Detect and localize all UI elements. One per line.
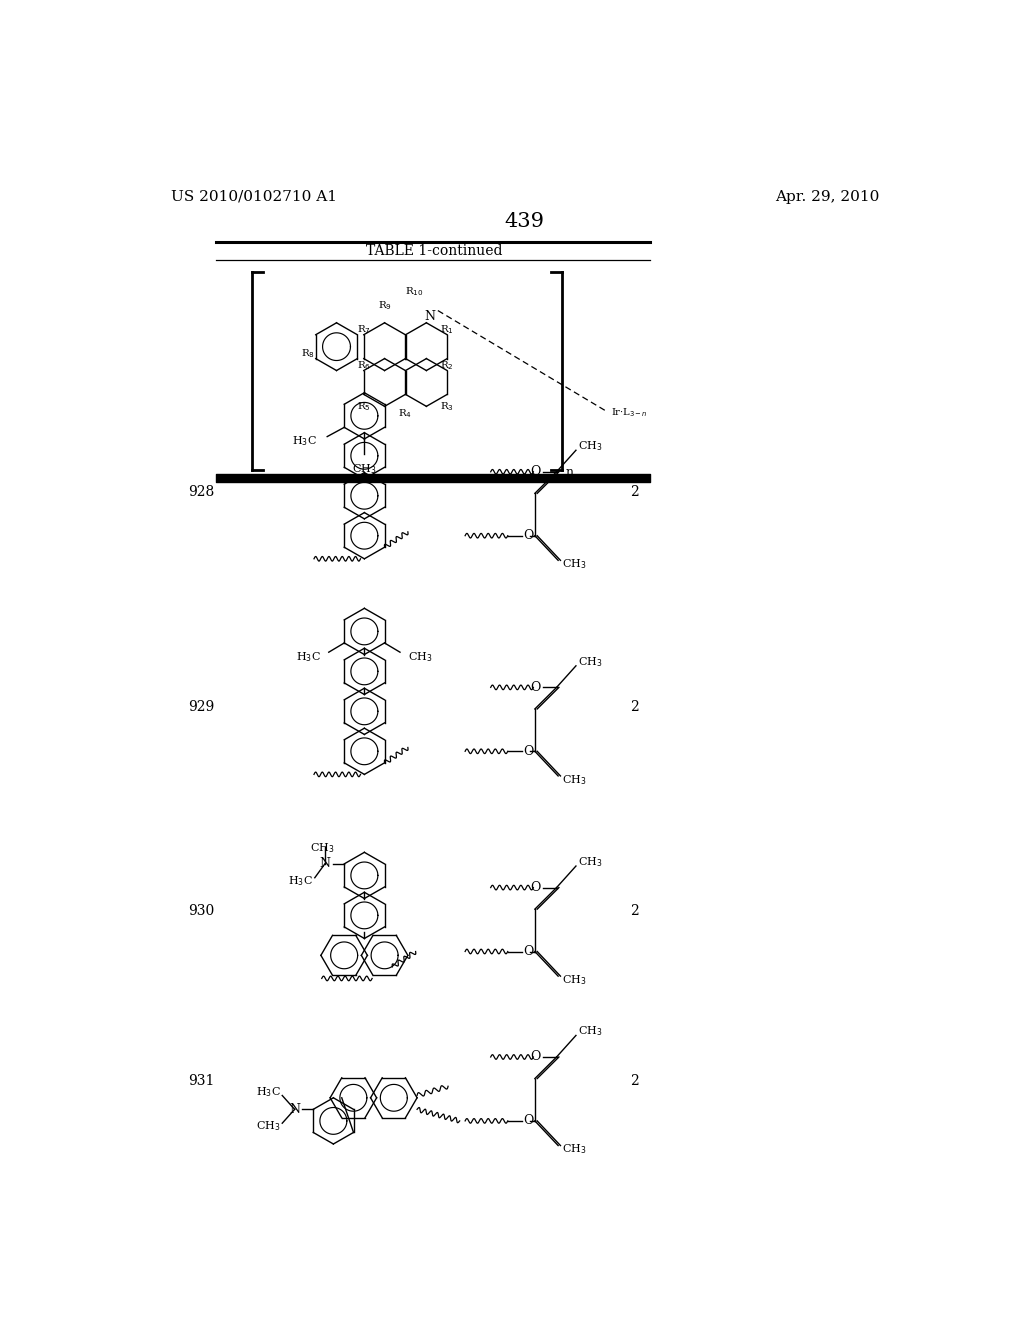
Text: H$_3$C: H$_3$C bbox=[289, 874, 313, 888]
Text: CH$_3$: CH$_3$ bbox=[562, 973, 587, 987]
Text: O: O bbox=[530, 880, 541, 894]
Text: R$_{10}$: R$_{10}$ bbox=[406, 285, 424, 298]
Text: US 2010/0102710 A1: US 2010/0102710 A1 bbox=[171, 190, 337, 203]
Text: n: n bbox=[566, 466, 573, 479]
Text: R$_5$: R$_5$ bbox=[357, 400, 371, 413]
Text: O: O bbox=[530, 465, 541, 478]
Text: H$_3$C: H$_3$C bbox=[296, 649, 321, 664]
Text: CH$_3$: CH$_3$ bbox=[310, 841, 335, 854]
Text: 931: 931 bbox=[187, 1073, 214, 1088]
Text: 929: 929 bbox=[187, 700, 214, 714]
Text: 2: 2 bbox=[630, 700, 639, 714]
Text: H$_3$C: H$_3$C bbox=[256, 1085, 281, 1100]
Text: CH$_3$: CH$_3$ bbox=[352, 462, 377, 475]
Text: CH$_3$: CH$_3$ bbox=[579, 655, 603, 669]
Text: 439: 439 bbox=[505, 213, 545, 231]
Text: O: O bbox=[530, 1051, 541, 1064]
Text: CH$_3$: CH$_3$ bbox=[256, 1119, 281, 1133]
Text: 2: 2 bbox=[630, 904, 639, 919]
Text: R$_9$: R$_9$ bbox=[378, 300, 391, 313]
Text: N: N bbox=[425, 310, 436, 323]
Text: N: N bbox=[289, 1102, 300, 1115]
Text: 928: 928 bbox=[187, 484, 214, 499]
Text: Ir·L$_{3-n}$: Ir·L$_{3-n}$ bbox=[611, 407, 647, 418]
Text: R$_3$: R$_3$ bbox=[440, 400, 455, 413]
Text: O: O bbox=[523, 529, 534, 543]
Text: R$_1$: R$_1$ bbox=[440, 323, 455, 337]
Text: TABLE 1-continued: TABLE 1-continued bbox=[366, 244, 503, 257]
Text: R$_7$: R$_7$ bbox=[357, 323, 371, 337]
Text: CH$_3$: CH$_3$ bbox=[579, 855, 603, 869]
Text: R$_6$: R$_6$ bbox=[357, 359, 371, 372]
Text: H$_3$C: H$_3$C bbox=[292, 434, 317, 447]
Text: O: O bbox=[530, 681, 541, 694]
Text: CH$_3$: CH$_3$ bbox=[579, 440, 603, 453]
Text: 2: 2 bbox=[630, 1073, 639, 1088]
Text: R$_4$: R$_4$ bbox=[398, 407, 413, 420]
Text: R$_2$: R$_2$ bbox=[440, 359, 455, 372]
Text: CH$_3$: CH$_3$ bbox=[562, 1143, 587, 1156]
Text: O: O bbox=[523, 744, 534, 758]
Text: N: N bbox=[319, 858, 331, 870]
Text: O: O bbox=[523, 945, 534, 958]
Text: 930: 930 bbox=[187, 904, 214, 919]
Text: R$_8$: R$_8$ bbox=[301, 347, 314, 360]
Text: CH$_3$: CH$_3$ bbox=[579, 1024, 603, 1039]
Text: Apr. 29, 2010: Apr. 29, 2010 bbox=[775, 190, 880, 203]
Text: O: O bbox=[523, 1114, 534, 1127]
Text: CH$_3$: CH$_3$ bbox=[408, 649, 432, 664]
Text: CH$_3$: CH$_3$ bbox=[562, 774, 587, 787]
Text: CH$_3$: CH$_3$ bbox=[562, 557, 587, 572]
Text: 2: 2 bbox=[630, 484, 639, 499]
